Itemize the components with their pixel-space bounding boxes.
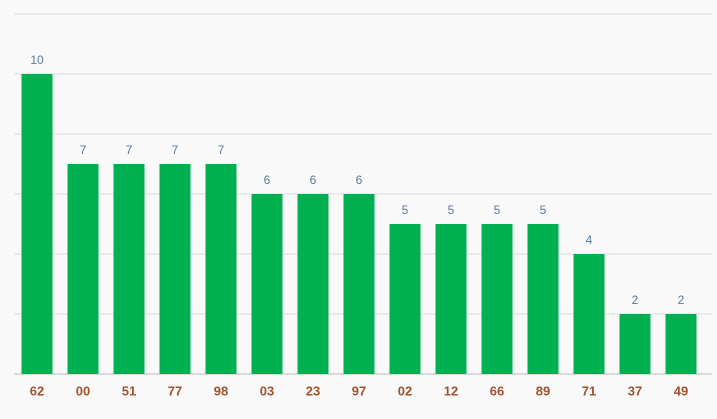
bar — [389, 224, 421, 374]
x-tick-label: 97 — [352, 383, 366, 398]
x-tick-label: 49 — [674, 383, 688, 398]
x-tick-label: 37 — [628, 383, 642, 398]
data-label: 6 — [310, 173, 317, 187]
bar — [619, 314, 651, 374]
bar — [159, 164, 191, 374]
x-tick-label: 02 — [398, 383, 412, 398]
data-label: 2 — [632, 293, 639, 307]
x-tick-label: 77 — [168, 383, 182, 398]
data-label: 5 — [448, 203, 455, 217]
data-label: 7 — [80, 143, 87, 157]
x-tick-label: 00 — [76, 383, 90, 398]
bar — [251, 194, 283, 374]
data-label: 10 — [30, 53, 44, 67]
bar — [113, 164, 145, 374]
data-label: 7 — [172, 143, 179, 157]
data-label: 7 — [218, 143, 225, 157]
bar — [343, 194, 375, 374]
bar — [205, 164, 237, 374]
x-tick-label: 12 — [444, 383, 458, 398]
bar — [665, 314, 697, 374]
x-tick-label: 03 — [260, 383, 274, 398]
data-label: 4 — [586, 233, 593, 247]
x-tick-label: 98 — [214, 383, 228, 398]
data-label: 2 — [678, 293, 685, 307]
data-label: 6 — [264, 173, 271, 187]
data-label: 5 — [402, 203, 409, 217]
bar — [573, 254, 605, 374]
data-label: 7 — [126, 143, 133, 157]
bar — [527, 224, 559, 374]
bar — [435, 224, 467, 374]
x-tick-label: 51 — [122, 383, 136, 398]
x-tick-label: 62 — [30, 383, 44, 398]
bar — [67, 164, 99, 374]
x-tick-label: 89 — [536, 383, 550, 398]
x-tick-label: 71 — [582, 383, 596, 398]
data-label: 5 — [540, 203, 547, 217]
data-label: 5 — [494, 203, 501, 217]
data-label: 6 — [356, 173, 363, 187]
bar — [297, 194, 329, 374]
x-tick-label: 23 — [306, 383, 320, 398]
bar — [481, 224, 513, 374]
bar — [21, 74, 53, 374]
x-tick-label: 66 — [490, 383, 504, 398]
